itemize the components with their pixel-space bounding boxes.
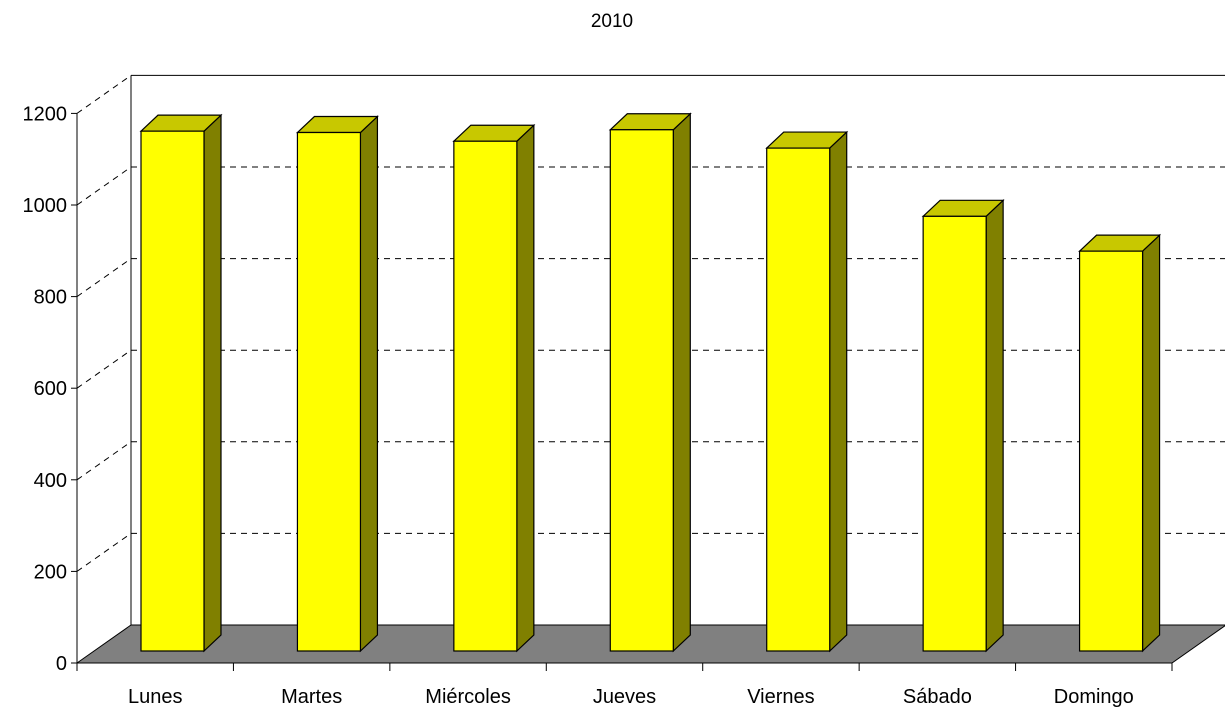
x-axis: Lunes Martes Miércoles Jueves Viernes Sábado D… xyxy=(76,662,1173,708)
bar-side xyxy=(516,123,535,653)
gridline-side xyxy=(76,166,132,206)
bar xyxy=(139,113,223,653)
bar-front xyxy=(140,130,205,652)
bar-side xyxy=(985,198,1004,653)
y-tick-label: 0 xyxy=(56,653,67,675)
y-tick-label: 400 xyxy=(34,470,67,492)
y-tick-label: 800 xyxy=(34,287,67,309)
x-tick-label: Domingo xyxy=(1054,686,1134,708)
x-tick-label: Viernes xyxy=(747,686,814,708)
bar-side xyxy=(1141,233,1161,653)
bar-front xyxy=(296,131,362,652)
gridline-side xyxy=(76,349,132,389)
bar xyxy=(921,198,1005,653)
x-tick-label: Lunes xyxy=(128,686,183,708)
gridline-side xyxy=(76,441,132,481)
bar-front xyxy=(766,147,831,652)
x-tick-label: Jueves xyxy=(593,686,656,708)
chart-title: 2010 xyxy=(591,11,633,32)
x-tick-label: Sábado xyxy=(903,686,972,708)
x-tick-label: Miércoles xyxy=(425,686,511,708)
gridline-side xyxy=(76,532,132,572)
bar xyxy=(1078,233,1162,653)
y-tick-label: 1200 xyxy=(23,103,68,125)
bar xyxy=(295,115,379,653)
bar-side xyxy=(672,112,691,653)
bar-front xyxy=(453,140,518,652)
y-tick-label: 200 xyxy=(34,561,67,583)
bar-front xyxy=(922,215,987,652)
gridline-side xyxy=(76,258,132,298)
y-tick-label: 1000 xyxy=(23,195,68,217)
back-wall xyxy=(76,74,1225,625)
bar-side xyxy=(203,113,222,653)
bar xyxy=(765,130,849,653)
gridline-side xyxy=(76,74,132,114)
y-tick-label: 600 xyxy=(34,378,67,400)
bars xyxy=(139,112,1162,653)
bar-side xyxy=(359,115,379,653)
bar-side xyxy=(829,130,848,653)
bar-front xyxy=(609,129,674,652)
bar-front xyxy=(1078,250,1144,652)
bar xyxy=(452,123,536,653)
x-tick-label: Martes xyxy=(281,686,342,708)
bar xyxy=(608,112,692,653)
y-axis: 0 200 400 600 800 1000 1200 xyxy=(23,103,78,675)
